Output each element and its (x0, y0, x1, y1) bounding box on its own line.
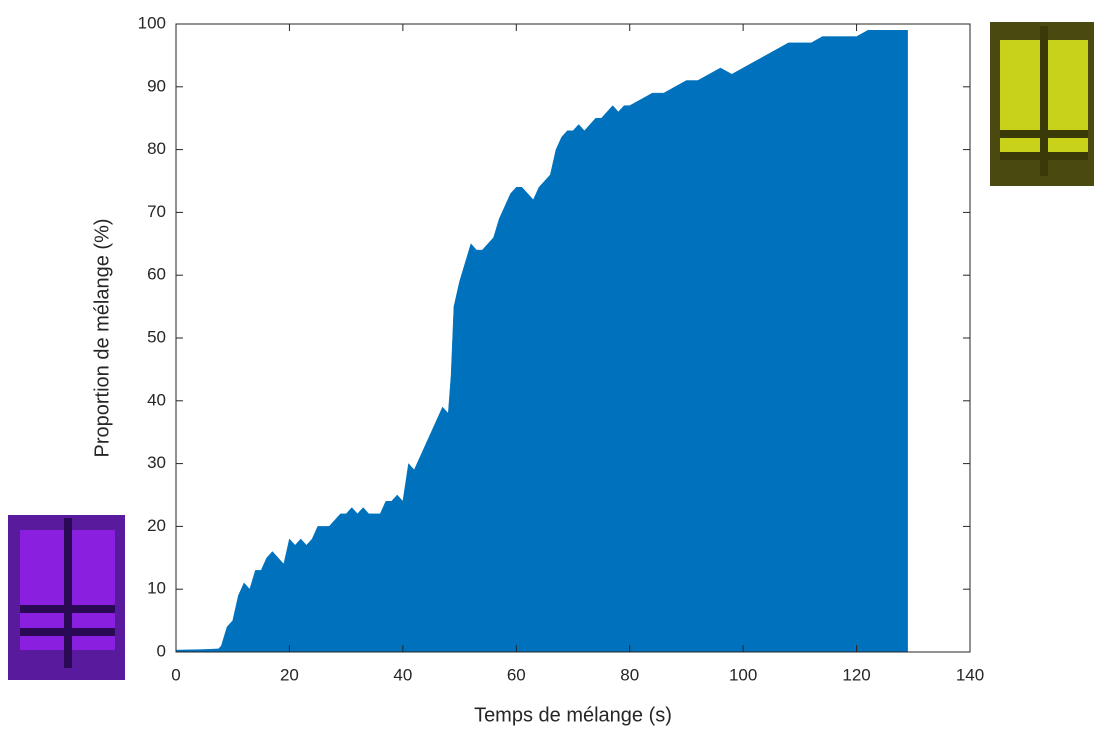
x-tick-label: 80 (620, 665, 639, 684)
y-tick-label: 60 (147, 265, 166, 284)
y-tick-label: 20 (147, 516, 166, 535)
x-tick-label: 140 (956, 665, 984, 684)
x-tick-label: 40 (393, 665, 412, 684)
y-tick-label: 0 (157, 641, 166, 660)
x-tick-label: 20 (280, 665, 299, 684)
y-tick-label: 50 (147, 327, 166, 346)
x-tick-label: 100 (729, 665, 757, 684)
x-tick-label: 60 (507, 665, 526, 684)
y-tick-label: 80 (147, 139, 166, 158)
y-tick-label: 70 (147, 202, 166, 221)
x-tick-label: 0 (171, 665, 180, 684)
x-axis-label: Temps de mélange (s) (474, 704, 672, 726)
purple-beaker-photo (8, 515, 125, 680)
y-tick-label: 40 (147, 390, 166, 409)
yellow-beaker-photo (990, 22, 1094, 186)
y-tick-label: 100 (138, 13, 166, 32)
y-tick-label: 30 (147, 453, 166, 472)
y-tick-label: 10 (147, 579, 166, 598)
area (175, 30, 908, 653)
x-tick-label: 120 (842, 665, 870, 684)
y-tick-label: 90 (147, 76, 166, 95)
y-axis-label: Proportion de mélange (%) (91, 218, 113, 457)
